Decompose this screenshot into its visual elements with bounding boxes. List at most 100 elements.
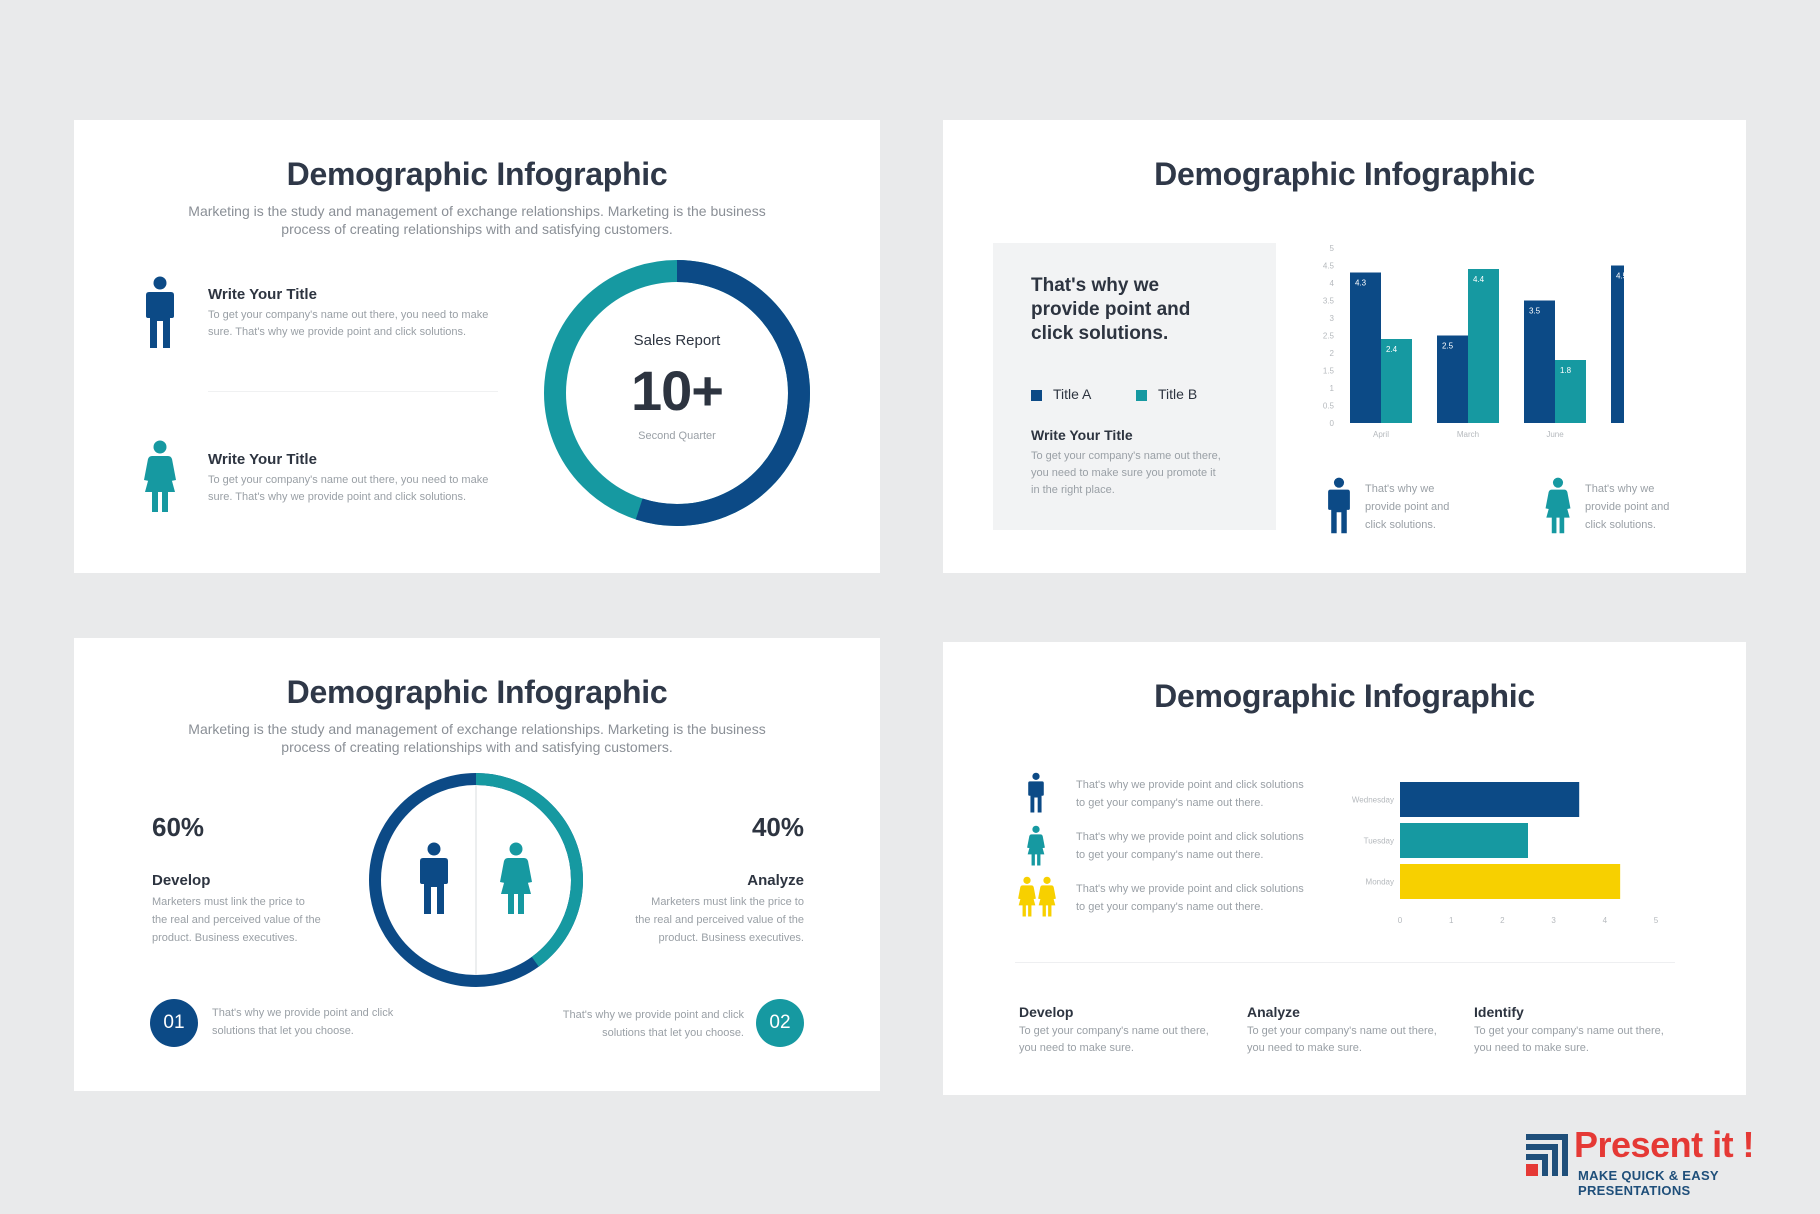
text-line: product. Business executives. xyxy=(152,932,298,944)
text-line: That's why we provide point and click xyxy=(562,1009,744,1021)
bar xyxy=(1400,782,1580,817)
text-line: To get your company's name out there, xyxy=(1019,1025,1209,1037)
x-tick-label: 1 xyxy=(1449,916,1454,925)
text-line: To get your company's name out there, xyxy=(1474,1025,1664,1037)
sales-donut-chart xyxy=(544,260,810,526)
x-tick-label: 2 xyxy=(1500,916,1505,925)
bar-data-label: 2.4 xyxy=(1386,345,1398,354)
male-figure-icon xyxy=(1328,477,1350,534)
y-tick-label: 3 xyxy=(1330,314,1335,323)
subtitle-line: process of creating relationships with a… xyxy=(281,221,673,237)
column-chart: 0 0.5 1 1.5 2 2.5 3 3.5 4 4.5 5 4.3 2.4 April 2.5 4.4 Ma… xyxy=(1323,244,1624,439)
bar-data-label: 3.5 xyxy=(1529,307,1541,316)
text-line: That's why we provide point and click so… xyxy=(1076,883,1304,895)
text-line: That's why we xyxy=(1585,483,1655,495)
footer-text: To get your company's name out there, yo… xyxy=(1019,1023,1209,1057)
panel-subheading: Write Your Title xyxy=(1031,427,1133,443)
footer-text: To get your company's name out there, yo… xyxy=(1247,1023,1437,1057)
right-percent: 40% xyxy=(751,812,804,842)
bar-data-label: 1.8 xyxy=(1560,366,1572,375)
bar-data-label: 4.4 xyxy=(1473,275,1485,284)
y-tick-label: 0.5 xyxy=(1323,402,1335,411)
text-line: To get your company's name out there, yo… xyxy=(208,474,489,486)
text-line: solutions that let you choose. xyxy=(212,1025,354,1037)
text-line: To get your company's name out there, xyxy=(1031,450,1221,462)
legend-swatch-a xyxy=(1031,390,1042,401)
female-figure-icon xyxy=(1027,825,1045,866)
slide-4-title: Demographic Infographic xyxy=(1154,678,1535,714)
y-tick-label: Wednesday xyxy=(1352,796,1394,805)
logo-tagline: MAKE QUICK & EASY PRESENTATIONS xyxy=(1578,1168,1719,1198)
bar xyxy=(1468,269,1499,423)
slide-1[interactable]: Demographic Infographic Marketing is the… xyxy=(74,120,880,573)
divider xyxy=(208,391,498,392)
heading-line: That's why we xyxy=(1031,275,1160,296)
donut-navy-arc xyxy=(544,260,810,526)
female-figure-icon xyxy=(500,842,532,914)
subtitle-line: Marketing is the study and management of… xyxy=(188,203,766,219)
subtitle-line: Marketing is the study and management of… xyxy=(188,721,766,737)
y-tick-label: Monday xyxy=(1366,878,1394,887)
bar-data-label: 2.5 xyxy=(1442,342,1454,351)
donut-label: Sales Report xyxy=(633,332,721,349)
left-text: Marketers must link the price to the rea… xyxy=(152,893,321,947)
text-line: the real and perceived value of the xyxy=(635,914,804,926)
text-line: sure. That's why we provide point and cl… xyxy=(208,326,467,338)
text-line: solutions that let you choose. xyxy=(602,1027,744,1039)
text-line: the real and perceived value of the xyxy=(152,914,321,926)
y-tick-label: 1.5 xyxy=(1323,367,1335,376)
male-figure-icon xyxy=(1028,772,1044,813)
text-line: To get your company's name out there, yo… xyxy=(208,309,489,321)
bar xyxy=(1524,300,1555,423)
bar xyxy=(1611,265,1624,423)
x-tick-label: 0 xyxy=(1398,916,1403,925)
text-line: Marketers must link the price to xyxy=(152,896,305,908)
caption-left: That's why we provide point and click so… xyxy=(1365,480,1449,534)
text-line: click solutions. xyxy=(1365,519,1436,531)
heading-line: click solutions. xyxy=(1031,323,1169,344)
heading-line: provide point and xyxy=(1031,299,1191,320)
text-line: you need to make sure. xyxy=(1247,1042,1362,1054)
footer-heading: Identify xyxy=(1474,1004,1524,1020)
panel-heading: That's why we provide point and click so… xyxy=(1031,274,1190,346)
text-line: To get your company's name out there, xyxy=(1247,1025,1437,1037)
legend-label-b: Title B xyxy=(1158,386,1198,402)
footer-col-identify: Identify To get your company's name out … xyxy=(1474,1004,1664,1057)
slide-4[interactable]: Demographic Infographic That's why we pr… xyxy=(943,642,1746,1095)
left-percent: 60% xyxy=(152,812,205,842)
donut-caption: Second Quarter xyxy=(638,430,716,442)
gender-ring-chart xyxy=(369,773,583,987)
slide-3-title: Demographic Infographic xyxy=(286,674,668,710)
y-tick-label: 4 xyxy=(1330,279,1335,288)
bar-data-label: 4.3 xyxy=(1355,279,1367,288)
slide-1-title: Demographic Infographic xyxy=(286,156,668,192)
item-heading: Write Your Title xyxy=(208,451,317,468)
panel-text: To get your company's name out there, yo… xyxy=(1031,448,1221,499)
bar xyxy=(1437,335,1468,423)
text-line: click solutions. xyxy=(1585,519,1656,531)
footer-heading: Analyze xyxy=(1247,1004,1300,1020)
slide-3[interactable]: Demographic Infographic Marketing is the… xyxy=(74,638,880,1091)
bar xyxy=(1555,360,1586,423)
slide-3-subtitle: Marketing is the study and management of… xyxy=(154,720,800,756)
text-line: in the right place. xyxy=(1031,484,1115,496)
text-line: provide point and xyxy=(1365,501,1450,513)
text-line: That's why we provide point and click xyxy=(212,1007,394,1019)
slide-2-title: Demographic Infographic xyxy=(1154,156,1535,192)
legend-label-a: Title A xyxy=(1053,386,1092,402)
footer-col-develop: Develop To get your company's name out t… xyxy=(1019,1004,1209,1057)
slide-2[interactable]: Demographic Infographic That's why we pr… xyxy=(943,120,1746,573)
footer-col-analyze: Analyze To get your company's name out t… xyxy=(1247,1004,1437,1057)
right-text: Marketers must link the price to the rea… xyxy=(635,893,804,947)
caption-right: That's why we provide point and click so… xyxy=(1585,480,1669,534)
y-tick-label: 5 xyxy=(1330,244,1335,253)
bar xyxy=(1350,272,1381,423)
footer-text: To get your company's name out there, yo… xyxy=(1474,1023,1664,1057)
present-it-logo-mark-icon xyxy=(1526,1134,1568,1176)
item-heading: Write Your Title xyxy=(208,286,317,303)
text-line: you need to make sure. xyxy=(1474,1042,1589,1054)
x-tick-label: 3 xyxy=(1551,916,1556,925)
text-line: to get your company's name out there. xyxy=(1076,849,1264,861)
bar xyxy=(1381,339,1412,423)
logo-name: Present it ! xyxy=(1574,1124,1755,1165)
